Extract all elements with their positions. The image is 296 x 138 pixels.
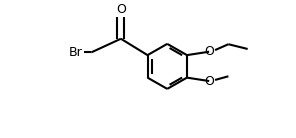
Text: O: O — [204, 45, 214, 58]
Text: O: O — [116, 3, 126, 16]
Text: O: O — [204, 75, 214, 87]
Text: Br: Br — [69, 46, 83, 59]
